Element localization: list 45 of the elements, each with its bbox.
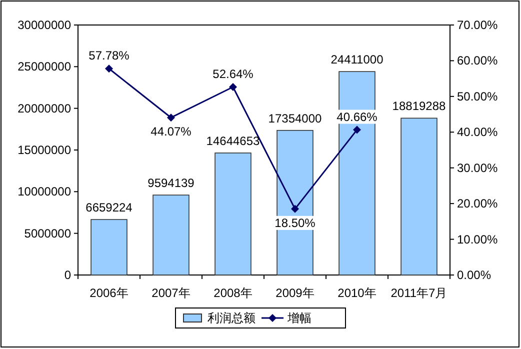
point — [167, 114, 175, 122]
x-tick-label: 2006年 — [90, 286, 128, 300]
x-tick-label: 2010年 — [338, 286, 376, 300]
y-tick-label: 25000000 — [18, 60, 72, 74]
bar — [276, 130, 314, 276]
x-tick-label: 2011年7月 — [390, 286, 448, 300]
y-tick-label: 0 — [64, 268, 72, 282]
data-label: 44.07% — [150, 124, 192, 139]
y2-tick-label: 50.00% — [457, 89, 498, 104]
x-tick-label: 2007年 — [152, 286, 190, 300]
y2-tick-label: 30.00% — [457, 160, 498, 175]
legend-label: 增幅 — [286, 311, 312, 325]
bar — [90, 219, 128, 276]
y-tick-label: 10000000 — [18, 184, 72, 199]
y-tick-label: 5000000 — [24, 226, 72, 240]
bar — [152, 194, 190, 276]
bar — [338, 71, 376, 276]
y-tick-label: 20000000 — [18, 101, 72, 116]
point — [353, 126, 361, 134]
legend-label: 利润总额 — [208, 311, 256, 325]
data-label: 52.64% — [212, 67, 254, 81]
x-tick-label: 2009年 — [276, 286, 314, 300]
bar — [400, 118, 438, 276]
y-tick-label: 30000000 — [18, 18, 72, 32]
point — [291, 204, 299, 213]
y2-tick-label: 60.00% — [457, 54, 498, 68]
y2-tick-label: 20.00% — [457, 196, 498, 211]
y2-tick-label: 40.00% — [457, 125, 498, 140]
data-label: 6659224 — [86, 200, 133, 215]
y2-tick-label: 70.00% — [457, 18, 498, 32]
point — [229, 83, 237, 91]
y-tick-label: 15000000 — [18, 143, 72, 157]
data-label: 40.66% — [336, 110, 378, 124]
data-label: 17354000 — [268, 111, 322, 126]
x-tick-label: 2008年 — [214, 286, 252, 300]
data-label: 24411000 — [330, 52, 384, 67]
y2-tick-label: 10.00% — [457, 232, 498, 246]
data-label: 57.78% — [88, 48, 130, 63]
bar — [214, 152, 252, 276]
point — [105, 64, 113, 73]
data-label: 18819288 — [392, 99, 446, 114]
y2-tick-label: 0.00% — [457, 268, 492, 282]
data-label: 14644653 — [206, 134, 260, 148]
data-label: 18.50% — [274, 216, 316, 230]
data-label: 9594139 — [148, 176, 195, 190]
